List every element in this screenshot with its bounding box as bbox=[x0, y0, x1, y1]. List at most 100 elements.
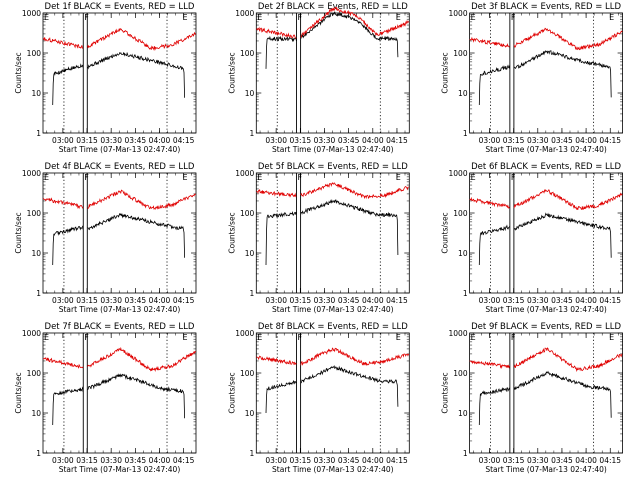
x-tick-label: 03:15 bbox=[290, 296, 312, 305]
x-axis-label: Start Time (07-Mar-13 02:47:40) bbox=[272, 465, 394, 474]
y-tick-label: 100 bbox=[453, 49, 468, 58]
plot-frame bbox=[255, 332, 410, 454]
event-marker-label: E bbox=[396, 333, 401, 342]
x-tick-label: 04:00 bbox=[362, 296, 384, 305]
x-tick-label: 04:00 bbox=[149, 296, 171, 305]
chart-title: Det 2f BLACK = Events, RED = LLD bbox=[258, 2, 408, 12]
event-marker-label: E bbox=[609, 13, 614, 22]
y-tick-label: 100 bbox=[240, 369, 255, 378]
y-tick-label: 1000 bbox=[22, 169, 41, 178]
lld-series-line bbox=[256, 6, 410, 39]
y-tick-label: 10 bbox=[245, 89, 255, 98]
y-axis-label: Counts/sec bbox=[227, 372, 236, 413]
y-tick-label: 1 bbox=[36, 129, 41, 138]
y-tick-label: 1000 bbox=[449, 329, 468, 338]
events-series-line bbox=[265, 365, 399, 414]
y-tick-label: 10 bbox=[458, 409, 468, 418]
x-tick-label: 04:00 bbox=[362, 136, 384, 145]
x-tick-label: 03:00 bbox=[479, 296, 501, 305]
y-tick-label: 100 bbox=[453, 369, 468, 378]
y-axis-label: Counts/sec bbox=[14, 212, 23, 253]
y-tick-label: 1 bbox=[250, 129, 255, 138]
y-tick-label: 1000 bbox=[22, 9, 41, 18]
x-tick-label: 03:15 bbox=[76, 456, 98, 465]
lld-series-line bbox=[256, 182, 410, 200]
x-tick-label: 04:15 bbox=[173, 296, 195, 305]
x-tick-label: 04:00 bbox=[575, 456, 597, 465]
y-tick-label: 1 bbox=[250, 289, 255, 298]
event-marker-label: F bbox=[511, 333, 516, 342]
events-series-line bbox=[265, 11, 399, 69]
x-tick-label: 03:15 bbox=[290, 136, 312, 145]
x-tick-label: 03:00 bbox=[479, 456, 501, 465]
y-tick-label: 10 bbox=[31, 89, 41, 98]
x-tick-label: 03:00 bbox=[52, 136, 74, 145]
event-marker-label: E bbox=[44, 333, 49, 342]
y-tick-label: 1000 bbox=[22, 329, 41, 338]
events-series-line bbox=[52, 51, 185, 106]
x-tick-label: 03:15 bbox=[503, 456, 525, 465]
event-marker-label: F bbox=[84, 333, 89, 342]
y-tick-label: 100 bbox=[27, 49, 42, 58]
y-axis-label: Counts/sec bbox=[441, 52, 450, 93]
event-marker-label: E bbox=[396, 173, 401, 182]
x-tick-label: 04:15 bbox=[386, 456, 408, 465]
event-marker-label: E bbox=[257, 333, 262, 342]
plot-frame bbox=[42, 172, 197, 294]
plot-frame bbox=[42, 332, 197, 454]
events-series-line bbox=[265, 198, 399, 266]
y-tick-label: 100 bbox=[453, 209, 468, 218]
detector-panel-9: Det 9f BLACK = Events, RED = LLD 1 10 100 10… bbox=[441, 322, 624, 474]
x-tick-label: 03:45 bbox=[125, 296, 147, 305]
x-tick-label: 03:15 bbox=[503, 136, 525, 145]
y-tick-label: 10 bbox=[31, 409, 41, 418]
x-tick-label: 03:15 bbox=[290, 456, 312, 465]
x-tick-label: 03:45 bbox=[338, 136, 360, 145]
x-tick-label: 04:15 bbox=[386, 296, 408, 305]
lld-series-line bbox=[42, 189, 196, 210]
events-series-line bbox=[478, 370, 612, 426]
event-marker-label: F bbox=[298, 13, 303, 22]
x-axis-label: Start Time (07-Mar-13 02:47:40) bbox=[59, 465, 181, 474]
y-tick-label: 1 bbox=[463, 289, 468, 298]
x-tick-label: 03:15 bbox=[76, 296, 98, 305]
y-tick-label: 1000 bbox=[449, 169, 468, 178]
x-tick-label: 03:30 bbox=[314, 136, 336, 145]
y-axis-label: Counts/sec bbox=[441, 372, 450, 413]
chart-title: Det 7f BLACK = Events, RED = LLD bbox=[45, 322, 195, 332]
detector-panel-5: Det 5f BLACK = Events, RED = LLD 1 10 100 10… bbox=[227, 162, 410, 314]
events-series-line bbox=[478, 49, 612, 106]
x-axis-label: Start Time (07-Mar-13 02:47:40) bbox=[59, 145, 181, 154]
y-axis-label: Counts/sec bbox=[227, 52, 236, 93]
plot-frame bbox=[255, 172, 410, 294]
x-tick-label: 03:00 bbox=[52, 456, 74, 465]
x-tick-label: 03:45 bbox=[551, 456, 573, 465]
detector-panel-2: Det 2f BLACK = Events, RED = LLD 1 10 100 10… bbox=[227, 2, 410, 154]
y-tick-label: 1000 bbox=[235, 9, 254, 18]
events-series-line bbox=[52, 212, 185, 266]
event-marker-label: E bbox=[183, 173, 188, 182]
x-tick-label: 03:00 bbox=[479, 136, 501, 145]
x-tick-label: 03:30 bbox=[314, 296, 336, 305]
x-axis-label: Start Time (07-Mar-13 02:47:40) bbox=[272, 305, 394, 314]
x-tick-label: 03:30 bbox=[314, 456, 336, 465]
x-tick-label: 03:15 bbox=[76, 136, 98, 145]
chart-title: Det 8f BLACK = Events, RED = LLD bbox=[258, 322, 408, 332]
x-tick-label: 03:45 bbox=[125, 136, 147, 145]
x-tick-label: 03:30 bbox=[527, 136, 549, 145]
events-series-line bbox=[478, 212, 612, 266]
chart-title: Det 1f BLACK = Events, RED = LLD bbox=[45, 2, 195, 12]
x-tick-label: 03:45 bbox=[338, 456, 360, 465]
chart-title: Det 4f BLACK = Events, RED = LLD bbox=[45, 162, 195, 172]
x-tick-label: 04:00 bbox=[575, 296, 597, 305]
x-tick-label: 04:00 bbox=[149, 456, 171, 465]
x-axis-label: Start Time (07-Mar-13 02:47:40) bbox=[272, 145, 394, 154]
event-marker-label: E bbox=[257, 173, 262, 182]
y-tick-label: 1 bbox=[463, 129, 468, 138]
x-tick-label: 04:15 bbox=[173, 456, 195, 465]
event-marker-label: E bbox=[471, 173, 476, 182]
event-marker-label: F bbox=[298, 333, 303, 342]
event-marker-label: E bbox=[44, 173, 49, 182]
detector-panel-7: Det 7f BLACK = Events, RED = LLD 1 10 100 10… bbox=[14, 322, 197, 474]
